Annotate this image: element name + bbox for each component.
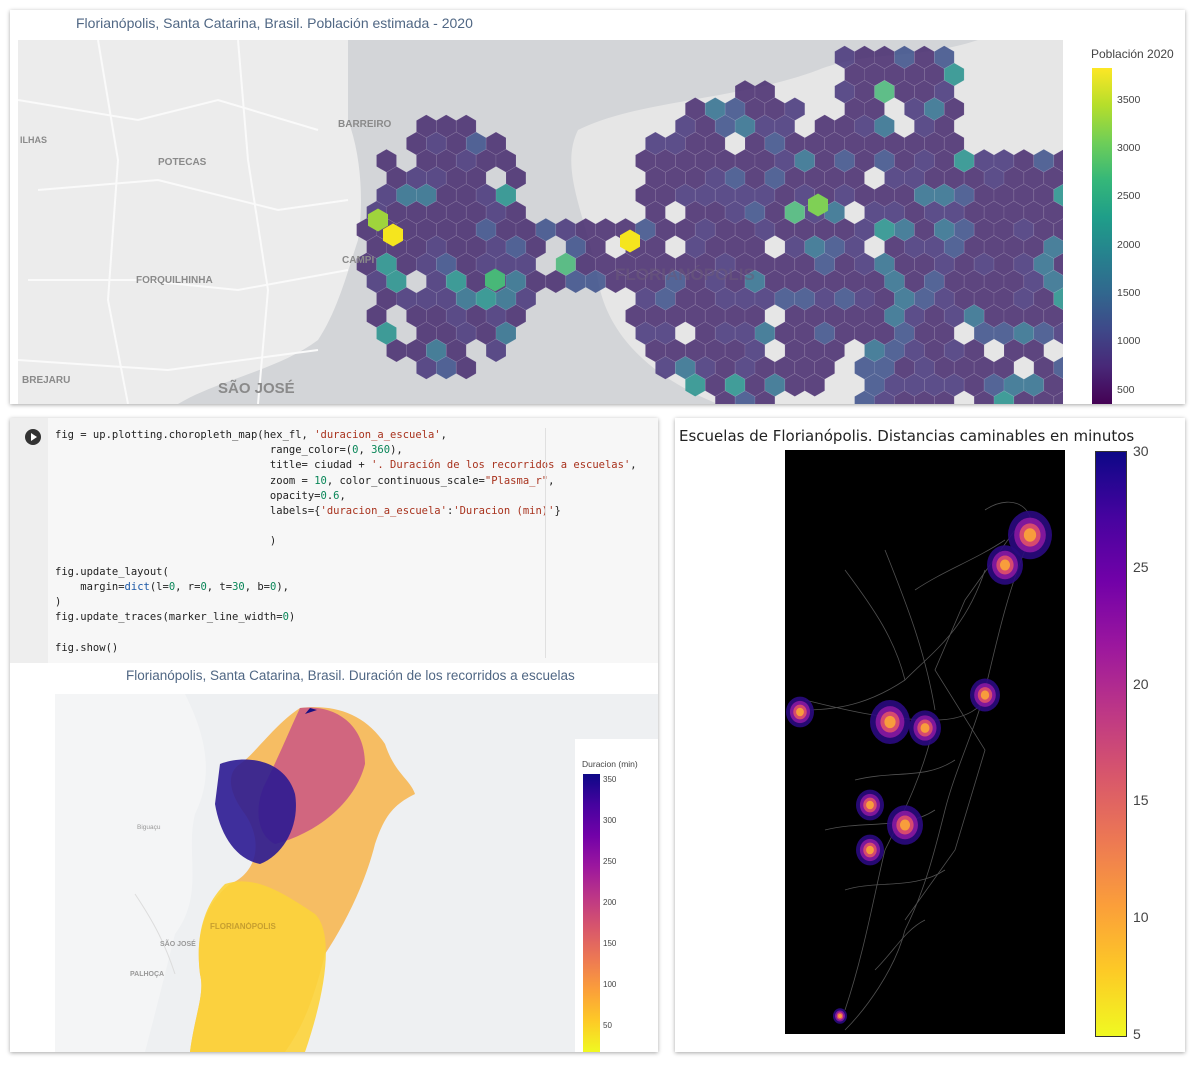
hex-cell-high[interactable] — [808, 193, 828, 217]
walkable-tick-20: 20 — [1133, 675, 1149, 692]
place-label-palhoca: PALHOÇA — [130, 971, 164, 978]
duration-tick-250: 250 — [603, 857, 617, 867]
place-label-forquilhinha: FORQUILHINHA — [136, 275, 213, 286]
duration-map-title: Florianópolis, Santa Catarina, Brasil. D… — [126, 668, 575, 683]
hex-cell-high[interactable] — [485, 268, 505, 292]
walkable-tick-15: 15 — [1133, 792, 1149, 809]
hex-cell-high[interactable] — [620, 229, 640, 253]
walkable-distance-plot[interactable] — [785, 450, 1065, 1034]
place-label-florianopolis: FLORIANÓPOLIS — [615, 265, 755, 284]
place-label-potecas: POTECAS — [158, 157, 207, 168]
duration-tick-50: 50 — [603, 1021, 612, 1031]
population-colorbar-title: Población 2020 — [1091, 47, 1174, 61]
population-tick-3000: 3000 — [1117, 142, 1141, 155]
isochrone-areas — [786, 510, 1052, 1024]
hex-cell[interactable] — [1053, 390, 1063, 404]
isochrone-ring — [899, 819, 911, 831]
place-label-sao-jose-bottom: SÃO JOSÉ — [160, 939, 196, 948]
place-label-ilhas: ILHAS — [20, 135, 47, 145]
population-map-title: Florianópolis, Santa Catarina, Brasil. P… — [76, 15, 473, 31]
isochrone-ring — [980, 690, 990, 700]
run-cell-icon[interactable] — [25, 429, 41, 445]
isochrone-ring — [1023, 528, 1037, 542]
hex-cell[interactable] — [973, 390, 995, 404]
code-cell[interactable]: fig = up.plotting.choropleth_map(hex_fl,… — [10, 418, 658, 663]
hex-cell[interactable] — [1053, 321, 1063, 345]
notebook-cell-panel: fig = up.plotting.choropleth_map(hex_fl,… — [10, 418, 658, 1052]
duration-tick-200: 200 — [603, 898, 617, 908]
code-ruler — [545, 428, 546, 658]
population-tick-1000: 1000 — [1117, 335, 1141, 348]
hex-cell[interactable] — [1013, 390, 1035, 404]
isochrone-ring — [838, 1013, 842, 1019]
isochrone-ring — [866, 845, 874, 855]
hex-cell[interactable] — [874, 390, 895, 404]
walkable-tick-10: 10 — [1133, 909, 1149, 925]
hex-cell[interactable] — [993, 390, 1015, 404]
population-map[interactable]: BARREIRO POTECAS FORQUILHINHA CAMPI BREJ… — [18, 40, 1063, 404]
hex-cell[interactable] — [894, 390, 915, 404]
road-network — [18, 40, 349, 404]
isochrone-ring — [866, 800, 874, 810]
walkable-plot-title: Escuelas de Florianópolis. Distancias ca… — [679, 427, 1135, 445]
population-colorbar — [1092, 68, 1112, 404]
population-map-panel: Florianópolis, Santa Catarina, Brasil. P… — [10, 10, 1185, 404]
place-label-brejaru: BREJARU — [22, 375, 70, 386]
population-tick-2500: 2500 — [1117, 190, 1141, 203]
hex-cells[interactable] — [356, 45, 1063, 404]
isochrone-ring — [999, 559, 1011, 571]
place-label-sao-jose: SÃO JOSÉ — [218, 379, 295, 397]
duration-high-zone — [215, 759, 296, 864]
walkable-distance-panel: Escuelas de Florianópolis. Distancias ca… — [675, 418, 1185, 1052]
cell-gutter — [10, 418, 48, 663]
duration-colorbar — [583, 774, 600, 1052]
code-editor[interactable]: fig = up.plotting.choropleth_map(hex_fl,… — [55, 429, 637, 654]
walkable-tick-25: 25 — [1133, 559, 1149, 576]
walkable-tick-5: 5 — [1133, 1025, 1141, 1042]
hex-cell[interactable] — [734, 390, 756, 404]
place-label-campi: CAMPI — [342, 255, 374, 266]
hex-cell[interactable] — [485, 338, 507, 363]
population-tick-3500: 3500 — [1117, 93, 1141, 106]
duration-south — [190, 881, 326, 1052]
duration-colorbar-title: Duracion (min) — [582, 759, 638, 769]
hex-cell[interactable] — [933, 390, 955, 404]
duration-tick-100: 100 — [603, 980, 617, 990]
walkable-tick-30: 30 — [1133, 442, 1149, 459]
hex-cell[interactable] — [754, 390, 776, 404]
hex-cell[interactable] — [804, 373, 826, 397]
hex-cell[interactable] — [1033, 390, 1055, 404]
isochrone-ring — [920, 723, 930, 733]
place-label-barreiro: BARREIRO — [338, 119, 392, 130]
place-label-florianopolis-bottom: FLORIANÓPOLIS — [210, 922, 276, 931]
duration-tick-350: 350 — [603, 775, 617, 785]
hex-cell[interactable] — [455, 355, 477, 380]
hex-cell-high[interactable] — [383, 223, 403, 247]
duration-tip — [305, 708, 317, 714]
coast-line — [134, 893, 176, 975]
isochrone-ring — [884, 715, 896, 729]
place-label-biguacu: Biguaçu — [137, 824, 161, 831]
mainland-area — [55, 694, 206, 1052]
population-tick-1500: 1500 — [1117, 287, 1141, 300]
hex-cell[interactable] — [913, 390, 935, 404]
hex-cell-high[interactable] — [368, 208, 388, 232]
duration-tick-150: 150 — [603, 939, 617, 949]
population-tick-500: 500 — [1117, 383, 1135, 396]
duration-map[interactable]: Biguaçu SÃO JOSÉ PALHOÇA FLORIANÓPOLIS — [55, 694, 658, 1052]
walkable-colorbar — [1095, 451, 1127, 1037]
hex-cell[interactable] — [714, 390, 736, 404]
population-tick-2000: 2000 — [1117, 238, 1141, 251]
isochrone-ring — [796, 707, 804, 717]
duration-tick-300: 300 — [603, 816, 617, 826]
hex-cell[interactable] — [854, 390, 875, 404]
